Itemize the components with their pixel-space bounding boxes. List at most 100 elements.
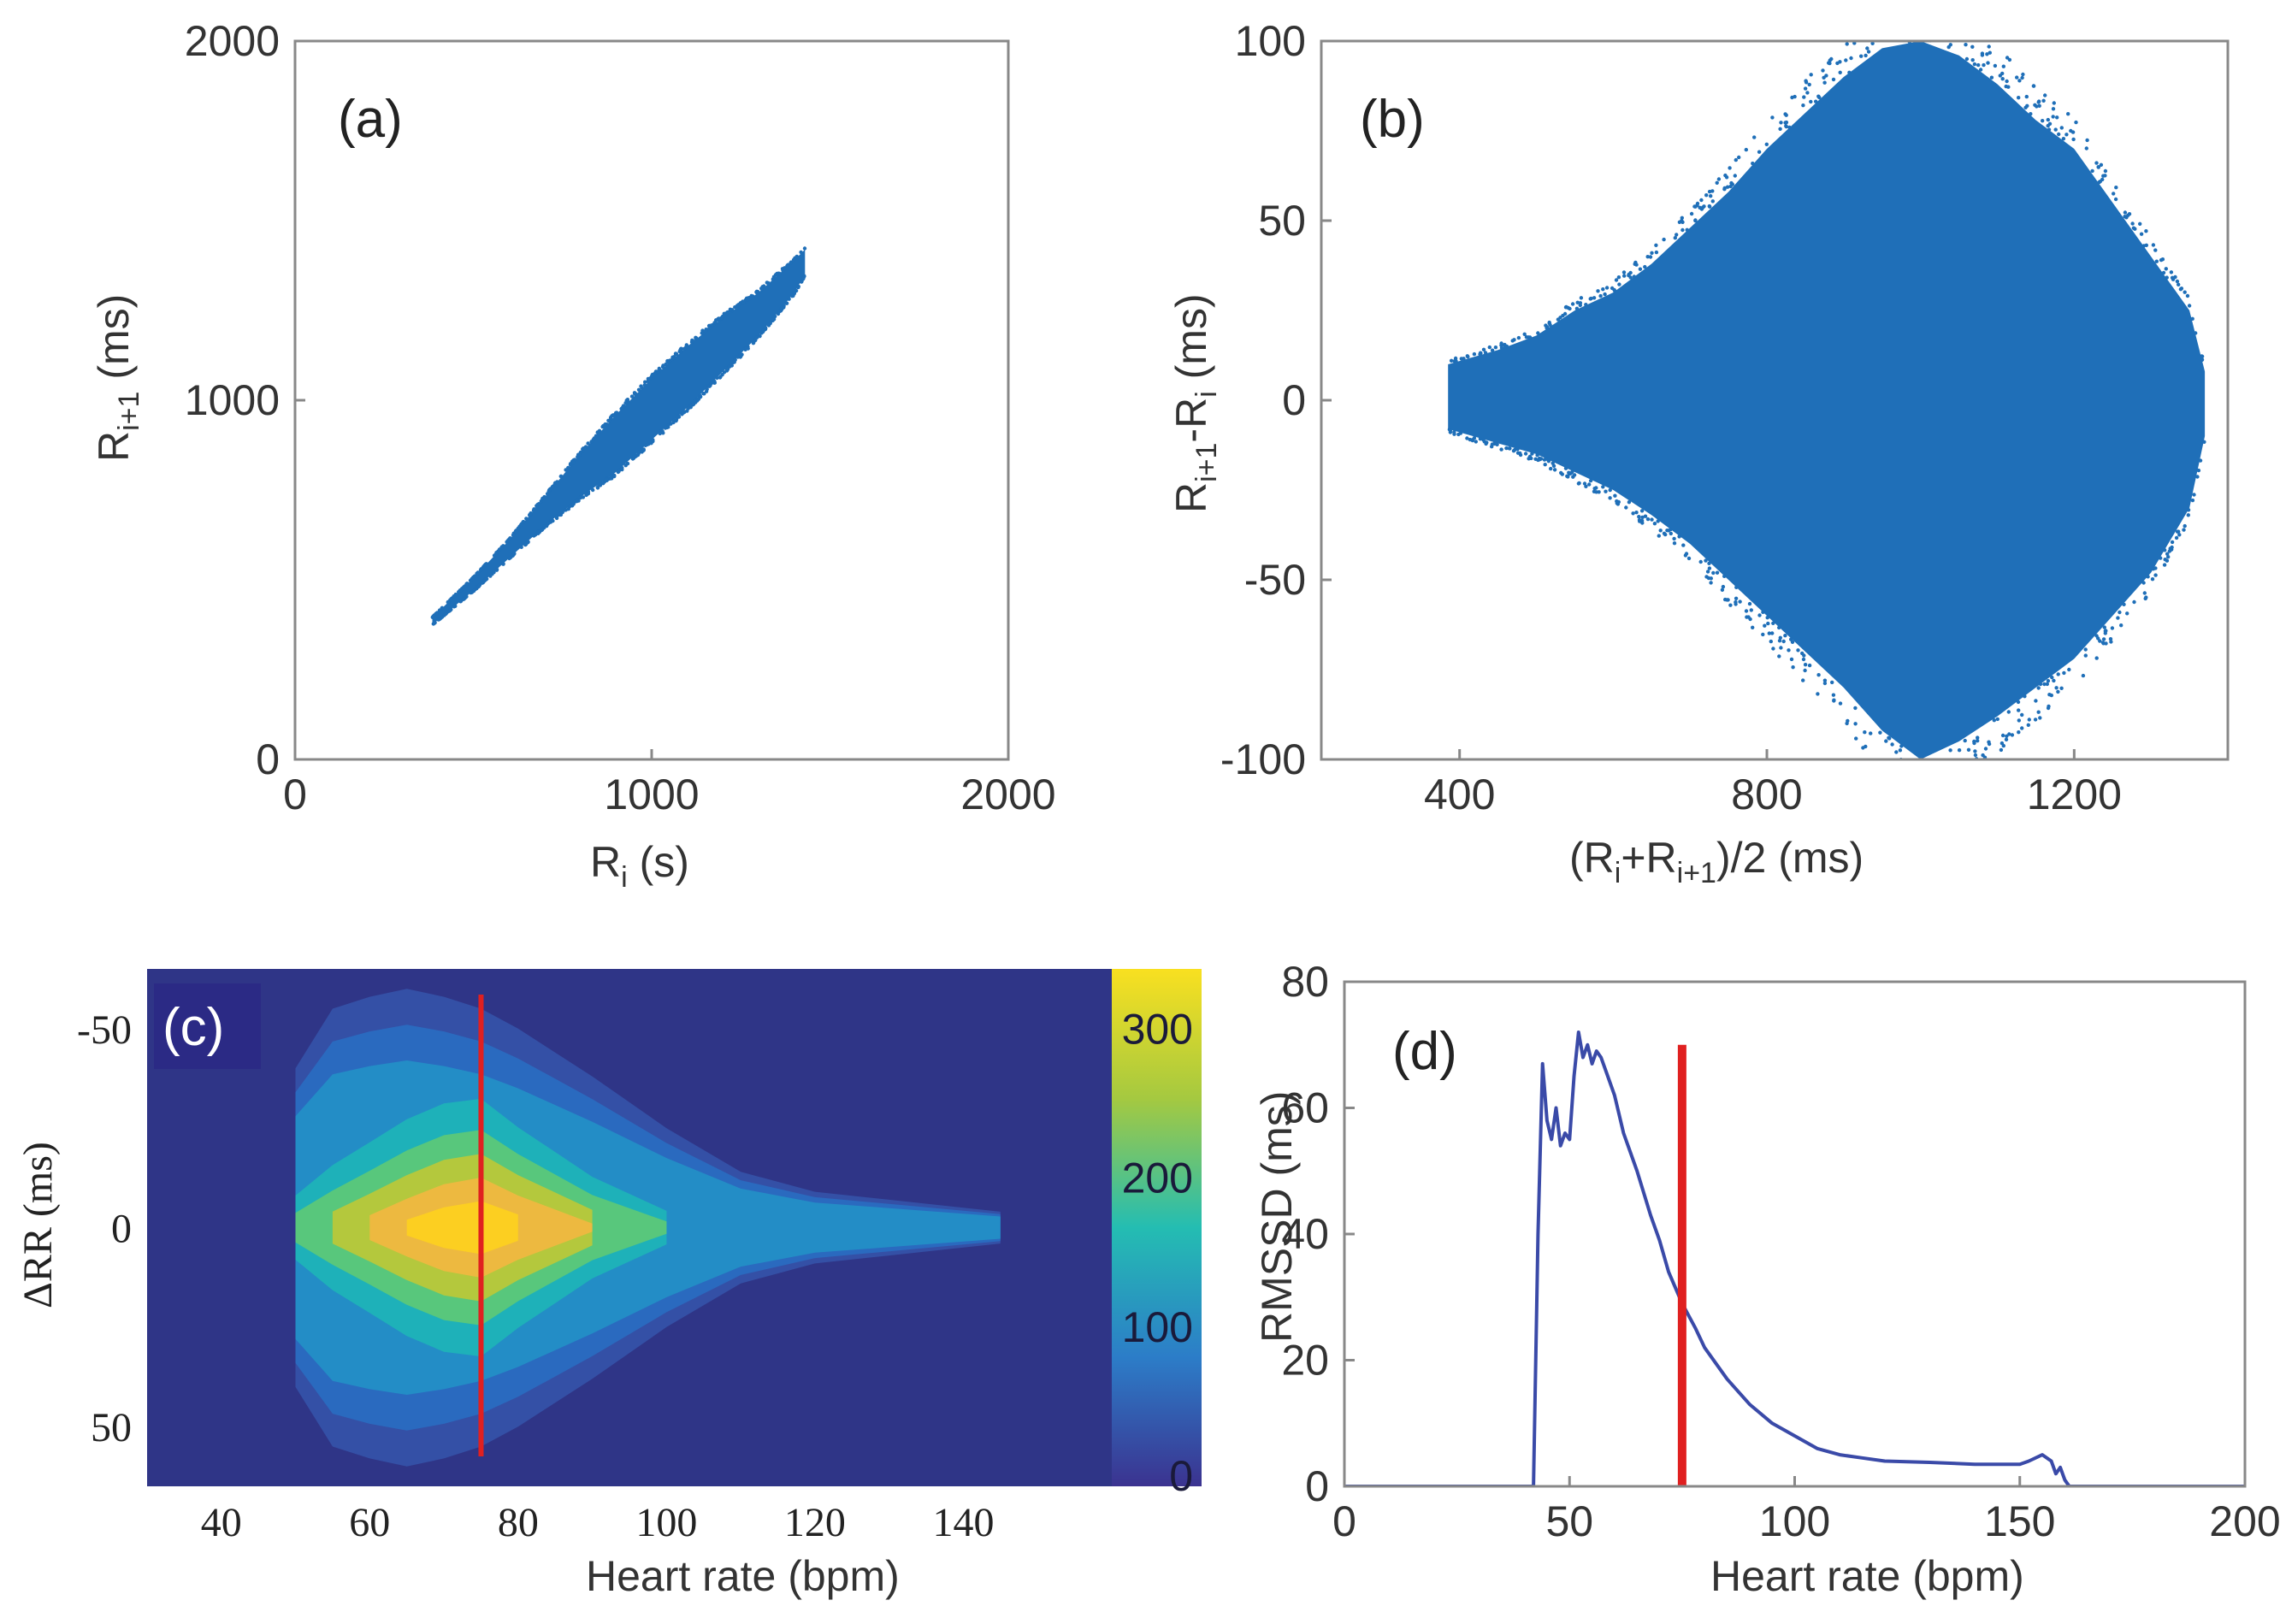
data-point xyxy=(1779,646,1783,650)
data-point xyxy=(2062,670,2066,676)
panel-a-xtick-0: 0 xyxy=(283,771,307,818)
data-point xyxy=(1849,56,1853,61)
data-point xyxy=(1650,517,1654,522)
data-point xyxy=(2186,513,2190,517)
data-point xyxy=(670,357,675,361)
data-point xyxy=(2007,732,2011,736)
data-point xyxy=(2138,221,2142,226)
data-point xyxy=(1715,570,1720,575)
data-point xyxy=(1589,296,1593,301)
data-point xyxy=(540,528,545,532)
data-point xyxy=(1622,274,1627,278)
data-point xyxy=(2045,682,2049,687)
data-point xyxy=(1570,302,1575,306)
data-point xyxy=(1675,233,1679,237)
data-point xyxy=(1616,499,1621,505)
data-point xyxy=(704,328,708,334)
data-point xyxy=(1638,267,1643,271)
data-point xyxy=(505,539,511,543)
data-point xyxy=(1737,155,1741,160)
data-point xyxy=(1973,34,1976,38)
data-point xyxy=(440,605,445,611)
data-point xyxy=(2200,354,2205,358)
data-point xyxy=(1627,500,1632,505)
data-point xyxy=(1801,657,1806,662)
data-point xyxy=(2178,287,2183,292)
data-point xyxy=(2126,213,2130,217)
data-point xyxy=(1878,730,1882,735)
data-point xyxy=(702,392,706,396)
data-point xyxy=(2016,700,2021,705)
data-point xyxy=(1875,18,1878,21)
panel-a-xtick-2000: 2000 xyxy=(960,771,1055,818)
data-point xyxy=(1715,180,1719,185)
data-point xyxy=(1548,322,1552,328)
data-point xyxy=(2020,726,2024,730)
data-point xyxy=(735,355,740,359)
data-point xyxy=(472,574,477,578)
data-point xyxy=(1905,33,1908,37)
panel-b: 400 800 1200 100 50 0 -50 -100 (b) (Ri+Ri+1)/2 … xyxy=(1167,0,2230,889)
data-point xyxy=(2164,267,2168,271)
data-point xyxy=(2144,229,2148,233)
panel-d-ticks: 0 50 100 150 200 0 20 40 60 80 xyxy=(1281,958,2280,1545)
data-point xyxy=(2029,112,2033,116)
data-point xyxy=(1680,216,1685,220)
data-point xyxy=(620,467,624,472)
data-point xyxy=(2037,103,2041,109)
data-point xyxy=(1917,0,1921,3)
data-point xyxy=(2116,616,2120,620)
data-point xyxy=(1734,599,1738,605)
data-point xyxy=(738,352,742,357)
data-point xyxy=(717,316,721,321)
data-point xyxy=(1708,204,1712,209)
data-point xyxy=(1543,463,1547,467)
data-point xyxy=(1998,74,2002,78)
data-point xyxy=(649,440,653,444)
data-point xyxy=(686,405,691,410)
data-point xyxy=(709,381,714,386)
data-point xyxy=(1510,339,1515,343)
data-point xyxy=(1793,94,1797,99)
data-point xyxy=(2017,96,2021,100)
data-point xyxy=(1915,9,1918,13)
data-point xyxy=(771,277,775,281)
data-point xyxy=(2150,577,2155,582)
data-point xyxy=(1919,760,1923,764)
data-point xyxy=(612,473,617,478)
data-point xyxy=(1999,747,2004,753)
data-point xyxy=(1940,16,1944,20)
data-point xyxy=(2099,162,2104,167)
data-point xyxy=(1977,765,1981,768)
data-point xyxy=(2007,57,2012,62)
data-point xyxy=(1881,6,1885,9)
data-point xyxy=(1478,437,1483,441)
data-point xyxy=(2182,528,2186,532)
data-point xyxy=(1779,121,1783,125)
data-point xyxy=(2170,540,2175,545)
data-point xyxy=(1922,791,1925,794)
data-point xyxy=(2165,275,2169,280)
data-point xyxy=(2023,694,2027,699)
data-point xyxy=(2054,686,2058,690)
data-point xyxy=(735,304,740,308)
data-point xyxy=(1894,750,1899,754)
data-point xyxy=(1448,428,1453,433)
data-point xyxy=(2103,174,2107,178)
data-point xyxy=(2186,508,2191,512)
data-point xyxy=(1484,441,1488,446)
data-point xyxy=(2098,639,2102,643)
data-point xyxy=(1613,493,1617,498)
data-point xyxy=(678,347,682,352)
data-point xyxy=(1803,86,1808,91)
data-point xyxy=(605,478,609,482)
data-point xyxy=(1722,574,1727,578)
data-point xyxy=(1716,177,1722,181)
data-point xyxy=(1568,306,1572,311)
data-point xyxy=(712,381,717,385)
data-point xyxy=(1940,15,1943,19)
data-point xyxy=(483,562,487,567)
data-point xyxy=(1803,668,1807,673)
data-point xyxy=(1587,482,1592,487)
data-point xyxy=(661,363,665,368)
